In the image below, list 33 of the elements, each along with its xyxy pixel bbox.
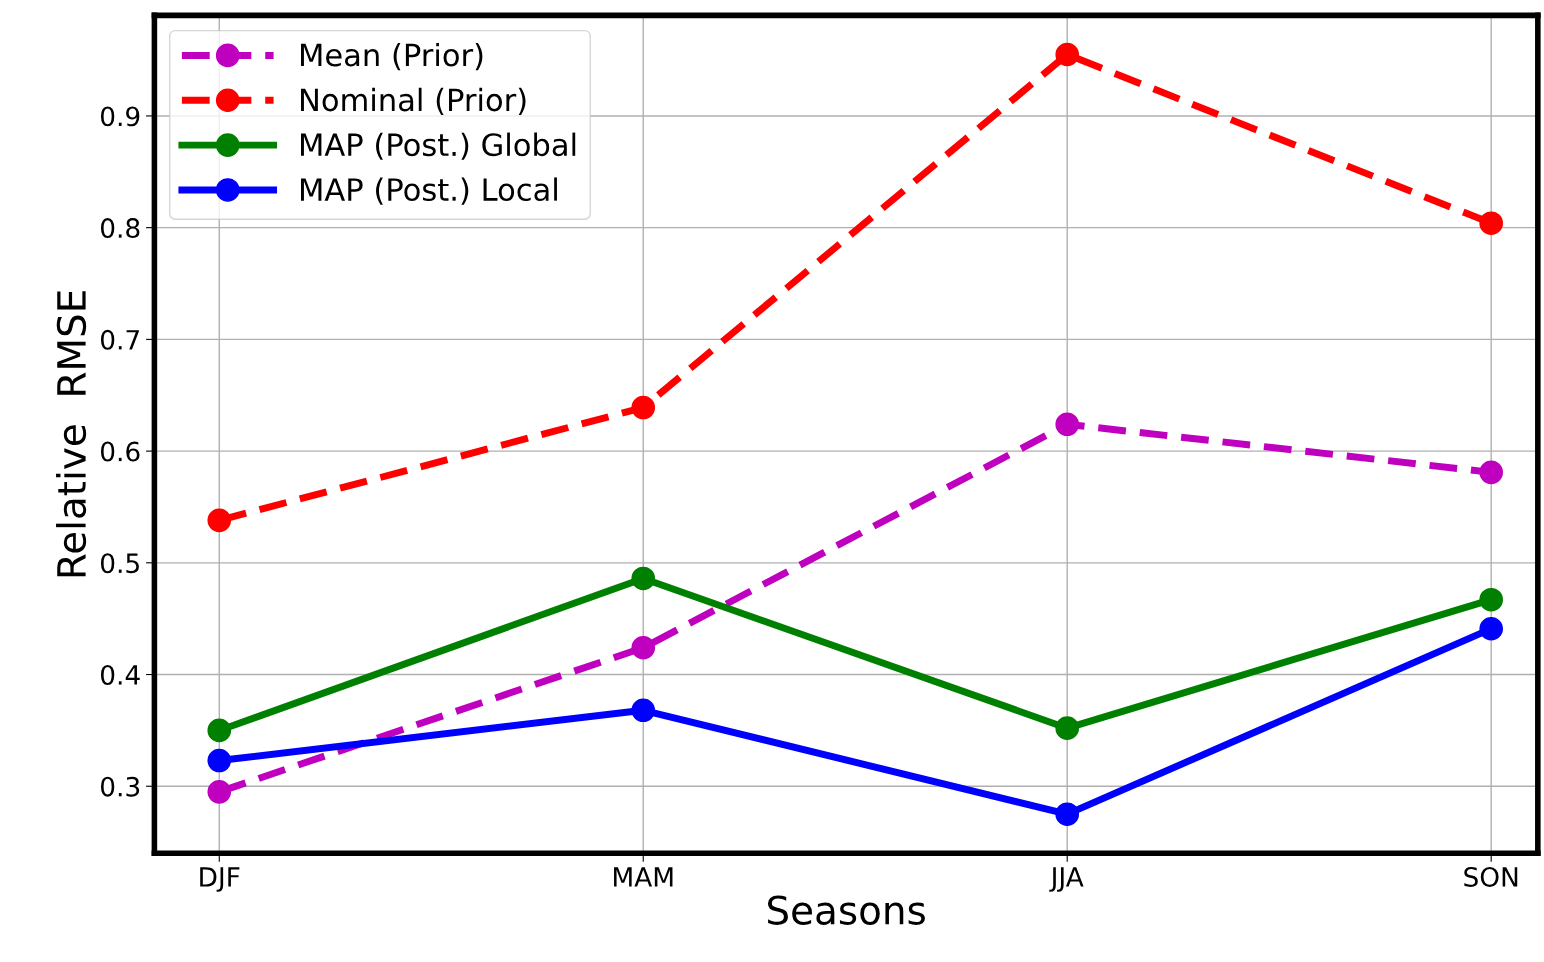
legend-label: Mean (Prior) [301, 42, 483, 71]
point [1055, 412, 1080, 437]
y-axis-title: Relative RMSE [56, 291, 87, 577]
x-tick-label: MAM [614, 867, 673, 887]
y-tick-label: 0.3 [100, 776, 140, 797]
point [207, 748, 232, 773]
point [1479, 587, 1503, 612]
point [1055, 716, 1080, 740]
point [631, 635, 656, 660]
y-tick-label: 0.5 [100, 553, 139, 574]
point [631, 395, 656, 420]
legend-label: MAP (Post.) Local [301, 177, 557, 205]
point [1479, 460, 1503, 485]
x-axis-title: Seasons [767, 895, 925, 925]
y-tick-label: 0.6 [100, 441, 140, 462]
point [207, 508, 232, 533]
point [1479, 211, 1503, 235]
y-tick-label: 0.9 [100, 106, 140, 127]
point [1479, 616, 1503, 641]
legend-label: Nominal (Prior) [301, 87, 526, 115]
y-tick-label: 0.8 [100, 218, 140, 239]
y-tick-label: 0.4 [100, 664, 140, 685]
point [631, 698, 656, 723]
point [631, 566, 656, 591]
point [207, 780, 232, 804]
x-tick-label: JJA [1049, 867, 1084, 892]
point [1055, 802, 1080, 826]
x-tick-label: DJF [200, 867, 240, 892]
point [1055, 42, 1080, 67]
x-tick-label: SON [1464, 866, 1518, 887]
legend-label: MAP (Post.) Global [301, 132, 576, 160]
point [207, 718, 232, 743]
y-tick-label: 0.7 [100, 329, 139, 350]
